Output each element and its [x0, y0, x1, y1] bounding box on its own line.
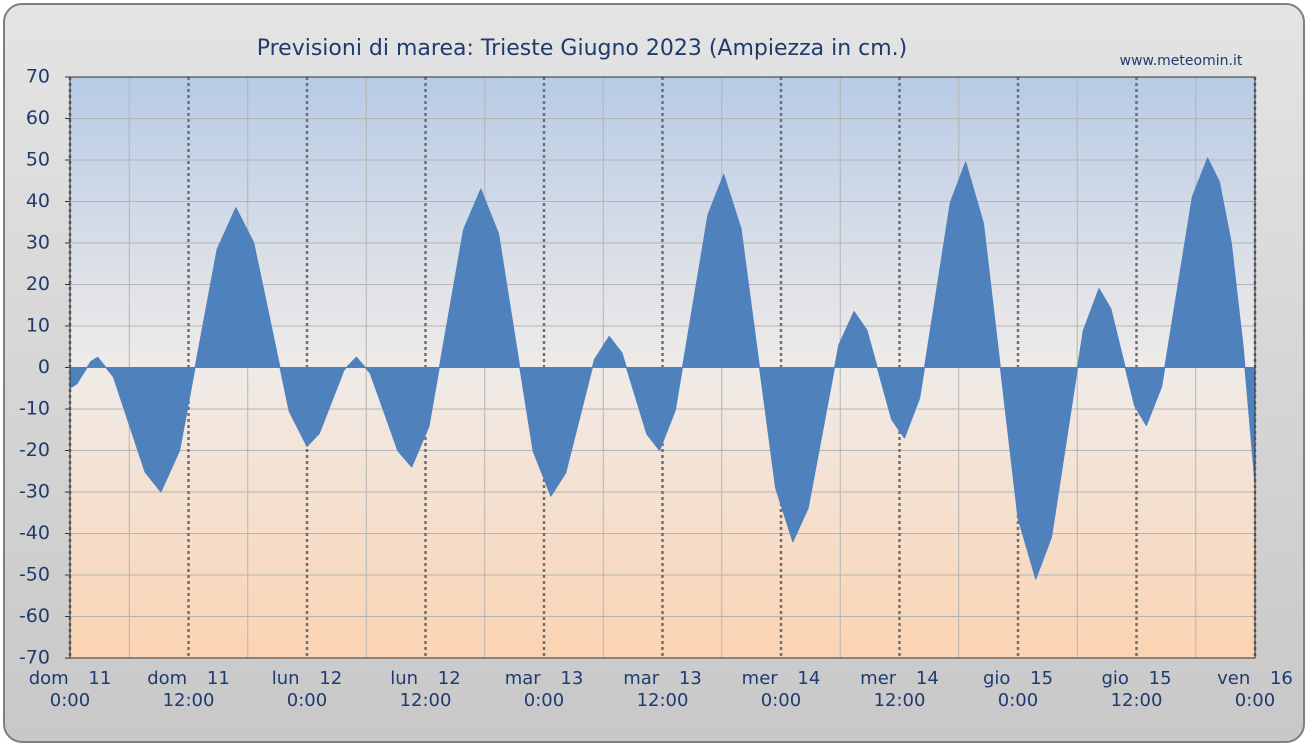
x-tick-label: mer 14 [860, 668, 939, 689]
x-tick-label: gio 15 [1101, 668, 1171, 689]
y-tick-label: 0 [38, 356, 50, 378]
x-tick-label: mar 13 [505, 668, 584, 689]
y-tick-label: -50 [19, 564, 50, 586]
x-tick-label: 12:00 [400, 690, 452, 711]
x-tick-label: 0:00 [287, 690, 327, 711]
x-tick-label: 0:00 [524, 690, 564, 711]
x-tick-label: dom 11 [147, 668, 230, 689]
y-tick-label: 70 [26, 66, 50, 88]
x-tick-label: 12:00 [637, 690, 689, 711]
y-tick-label: 30 [26, 232, 50, 254]
y-tick-label: 60 [26, 107, 50, 129]
x-tick-label: dom 11 [29, 668, 112, 689]
x-tick-label: 0:00 [761, 690, 801, 711]
y-tick-label: 10 [26, 315, 50, 337]
x-tick-label: 12:00 [163, 690, 215, 711]
x-tick-label: 12:00 [1111, 690, 1163, 711]
y-tick-label: 50 [26, 149, 50, 171]
x-tick-label: ven 16 [1217, 668, 1293, 689]
x-tick-label: 0:00 [50, 690, 90, 711]
y-tick-label: -70 [19, 647, 50, 669]
x-tick-label: 12:00 [874, 690, 926, 711]
x-tick-label: gio 15 [983, 668, 1053, 689]
x-tick-label: mer 14 [742, 668, 821, 689]
y-tick-label: 40 [26, 190, 50, 212]
x-tick-label: 0:00 [1235, 690, 1275, 711]
plot-border [69, 76, 1256, 659]
x-tick-label: lun 12 [272, 668, 342, 689]
y-tick-label: -40 [19, 522, 50, 544]
x-tick-label: mar 13 [623, 668, 702, 689]
tide-area [69, 157, 1256, 580]
y-tick-label: -30 [19, 481, 50, 503]
y-tick-label: -20 [19, 439, 50, 461]
x-tick-label: lun 12 [390, 668, 460, 689]
y-tick-label: -60 [19, 605, 50, 627]
y-tick-label: -10 [19, 398, 50, 420]
x-tick-label: 0:00 [998, 690, 1038, 711]
chart-title: Previsioni di marea: Trieste Giugno 2023… [257, 36, 908, 61]
source: www.meteomin.it [1120, 53, 1243, 69]
y-tick-label: 20 [26, 273, 50, 295]
